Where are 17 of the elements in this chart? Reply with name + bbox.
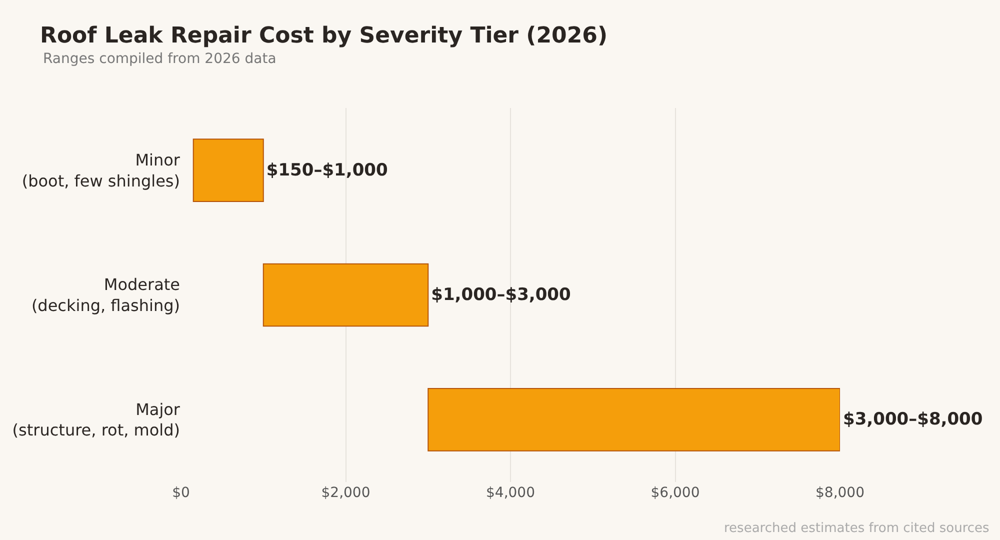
- text: researched estimates from cited sources: [724, 521, 990, 536]
- data-label: $1,000–$3,000: [431, 285, 572, 305]
- chart-subtitle: Ranges compiled from 2026 data: [43, 51, 276, 67]
- chart-title: Roof Leak Repair Cost by Severity Tier (2026): [40, 23, 608, 48]
- bar: [428, 388, 840, 452]
- x-tick-label: $8,000: [816, 485, 864, 501]
- y-tick-label: Major (structure, rot, mold): [12, 400, 180, 440]
- x-tick-label: $6,000: [650, 485, 700, 501]
- x-tick-label: $0: [172, 485, 190, 501]
- data-label: $150–$1,000: [266, 160, 388, 180]
- x-tick-label: $4,000: [486, 485, 535, 501]
- x-tick-label: $2,000: [321, 485, 370, 501]
- y-tick-label: Minor (boot, few shingles): [22, 150, 180, 190]
- bar: [192, 138, 264, 202]
- bar: [262, 263, 429, 327]
- y-tick-label: Moderate (decking, flashing): [31, 275, 180, 315]
- data-label: $3,000–$8,000: [843, 410, 983, 430]
